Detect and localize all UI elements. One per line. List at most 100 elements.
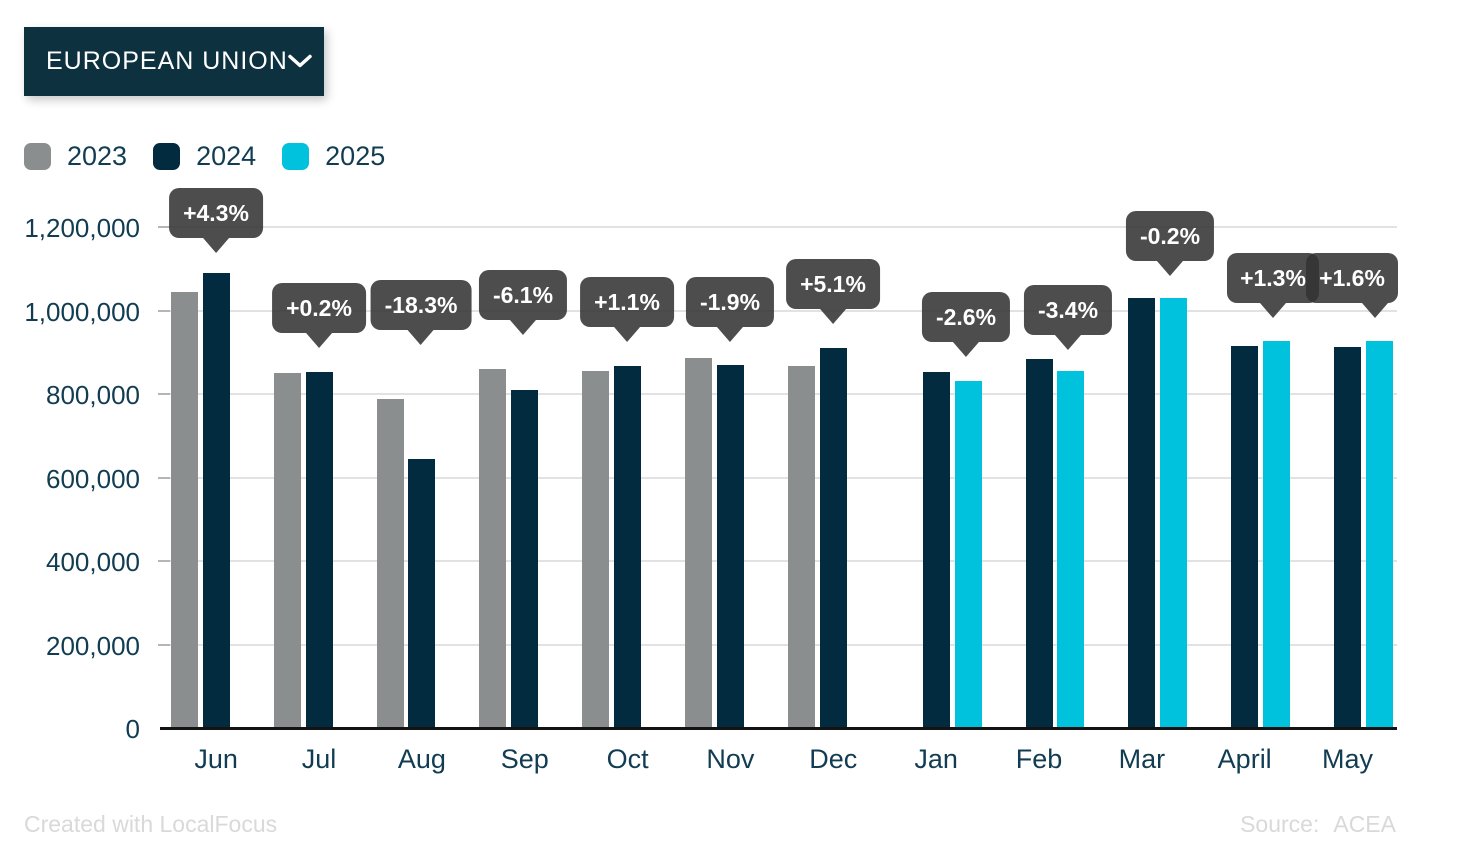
bar-2024-jul[interactable] [305,372,333,729]
bar-2023-jun[interactable] [170,291,198,729]
tooltip-pointer [305,333,332,348]
x-label-nov: Nov [706,744,755,774]
tooltip-pointer [613,327,640,342]
change-tooltip-nov: -1.9% [685,277,775,342]
tooltip-pointer [510,320,536,335]
gridline [160,643,1397,646]
legend-item-2024[interactable]: 2024 [153,141,256,172]
source-text: Source: ACEA [1240,811,1396,838]
bar-2024-mar[interactable] [1128,297,1156,729]
gridline [160,226,1397,228]
change-tooltip-text: -3.4% [1037,296,1099,323]
chevron-down-icon [288,54,312,69]
tooltip-pointer [1260,303,1286,318]
change-tooltip-jun: +4.3% [169,188,263,253]
gridline [160,309,1397,312]
bar-2023-sep[interactable] [479,368,507,729]
change-tooltip-text: -6.1% [492,281,554,308]
change-tooltip-jul: +0.2% [272,283,366,348]
change-tooltip-feb: -3.4% [1023,285,1113,350]
y-axis-tick [158,393,170,395]
legend-label-2024: 2024 [196,141,257,171]
change-tooltip-aug: -18.3% [370,280,472,345]
legend-label-2025: 2025 [325,141,386,171]
bar-2023-oct[interactable] [582,371,610,729]
tooltip-pointer [1157,261,1183,276]
bar-2024-feb[interactable] [1025,358,1053,729]
tooltip-pointer [1362,303,1388,318]
bar-2024-sep[interactable] [511,390,539,729]
x-axis-line [160,727,1397,730]
legend-swatch-2025 [282,143,310,170]
y-axis-tick [158,643,170,646]
y-axis-label: 0 [125,714,140,744]
change-tooltip-jan: -2.6% [921,292,1011,357]
bar-2024-april[interactable] [1231,346,1259,729]
bar-2024-oct[interactable] [614,366,642,729]
bar-2023-nov[interactable] [685,358,713,729]
tooltip-pointer [202,238,229,253]
bar-2025-mar[interactable] [1160,298,1188,729]
bar-2024-jan[interactable] [922,371,950,729]
change-tooltip-text: +1.6% [1319,264,1385,291]
change-tooltip-text: -1.9% [699,288,761,315]
change-tooltip-text: -0.2% [1139,222,1201,249]
bar-2024-dec[interactable] [819,347,847,729]
legend-item-2023[interactable]: 2023 [24,141,127,172]
y-axis-tick [158,560,170,562]
bar-2025-feb[interactable] [1057,371,1085,729]
legend-swatch-2023 [24,143,51,170]
x-label-sep: Sep [500,744,549,774]
tooltip-pointer [717,327,743,342]
y-axis-label: 400,000 [46,547,140,577]
legend-swatch-2024 [153,143,181,170]
x-label-mar: Mar [1118,744,1166,774]
y-axis-tick [158,226,170,228]
y-axis-label: 1,200,000 [24,213,140,243]
gridline [160,393,1397,395]
bar-2023-aug[interactable] [376,399,404,729]
change-tooltip-text: +5.1% [800,270,866,297]
bar-2024-jun[interactable] [202,272,230,729]
change-tooltip-text: +0.2% [286,294,352,321]
bar-2025-april[interactable] [1263,341,1291,729]
y-axis-tick [158,309,170,312]
x-label-feb: Feb [1015,744,1063,774]
bar-2024-nov[interactable] [716,365,744,729]
x-label-aug: Aug [397,744,446,774]
gridline [160,560,1397,562]
change-tooltip-text: -18.3% [384,291,458,318]
bar-2023-dec[interactable] [787,366,815,729]
region-dropdown[interactable]: EUROPEAN UNION [24,27,324,96]
x-label-oct: Oct [606,744,649,774]
y-axis-label: 200,000 [46,630,140,661]
legend-label-2023: 2023 [67,141,128,171]
bar-2024-may[interactable] [1334,347,1362,729]
bar-2024-aug[interactable] [408,459,436,729]
source-label: Source: [1240,811,1320,837]
bar-2025-may[interactable] [1365,340,1393,729]
change-tooltip-dec: +5.1% [786,259,880,324]
x-label-may: May [1322,744,1374,774]
gridline [160,476,1397,479]
x-label-jun: Jun [194,744,238,774]
x-label-jan: Jan [914,744,958,774]
tooltip-pointer [953,342,979,357]
legend-item-2025[interactable]: 2025 [282,141,385,172]
y-axis-label: 600,000 [46,463,140,494]
legend: 2023 2024 2025 [24,141,385,172]
region-dropdown-label: EUROPEAN UNION [46,47,288,75]
change-tooltip-text: +1.1% [594,288,660,315]
x-label-april: April [1217,744,1272,774]
tooltip-pointer [819,309,846,324]
credit-text: Created with LocalFocus [24,811,278,837]
change-tooltip-april: +1.3% [1227,253,1319,318]
y-axis-label: 800,000 [46,380,140,410]
change-tooltip-text: -2.6% [935,303,997,330]
source-value: ACEA [1333,811,1396,837]
bar-2023-jul[interactable] [273,373,301,729]
y-axis-tick [158,476,170,479]
bar-2025-jan[interactable] [954,381,982,729]
